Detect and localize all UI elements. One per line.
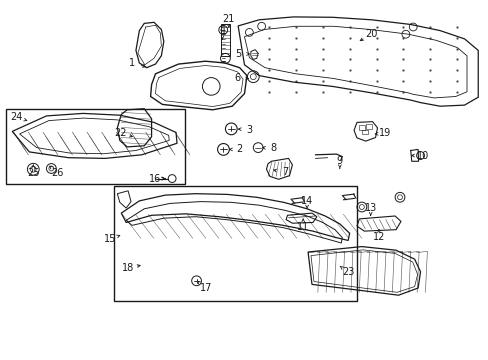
Text: 20: 20 [365,29,377,39]
Text: 14: 14 [300,196,313,206]
Text: 11: 11 [296,222,309,232]
Text: 5: 5 [235,49,241,59]
Text: 25: 25 [27,168,40,178]
Bar [221,24,229,56]
Text: 1: 1 [129,58,135,68]
Text: 19: 19 [378,128,391,138]
Bar [114,186,356,301]
Text: 22: 22 [114,128,127,138]
Text: 12: 12 [372,232,385,242]
Text: 17: 17 [200,283,212,293]
Text: 2: 2 [236,144,242,154]
Text: 23: 23 [341,267,354,277]
Text: 9: 9 [336,156,342,166]
Bar [6,109,184,184]
Text: 24: 24 [10,112,22,122]
Text: 3: 3 [246,125,252,135]
Text: 8: 8 [270,143,276,153]
Text: 26: 26 [51,168,64,178]
Text: 6: 6 [234,73,240,84]
Text: 4: 4 [219,24,225,35]
Text: 7: 7 [282,167,287,177]
Bar [361,130,367,134]
Text: 15: 15 [103,234,116,244]
Bar [365,124,371,129]
Text: 16: 16 [149,174,162,184]
Text: 10: 10 [416,150,428,161]
Text: 18: 18 [122,263,134,273]
Bar [359,125,365,130]
Text: 13: 13 [364,203,376,213]
Text: 21: 21 [222,14,235,24]
